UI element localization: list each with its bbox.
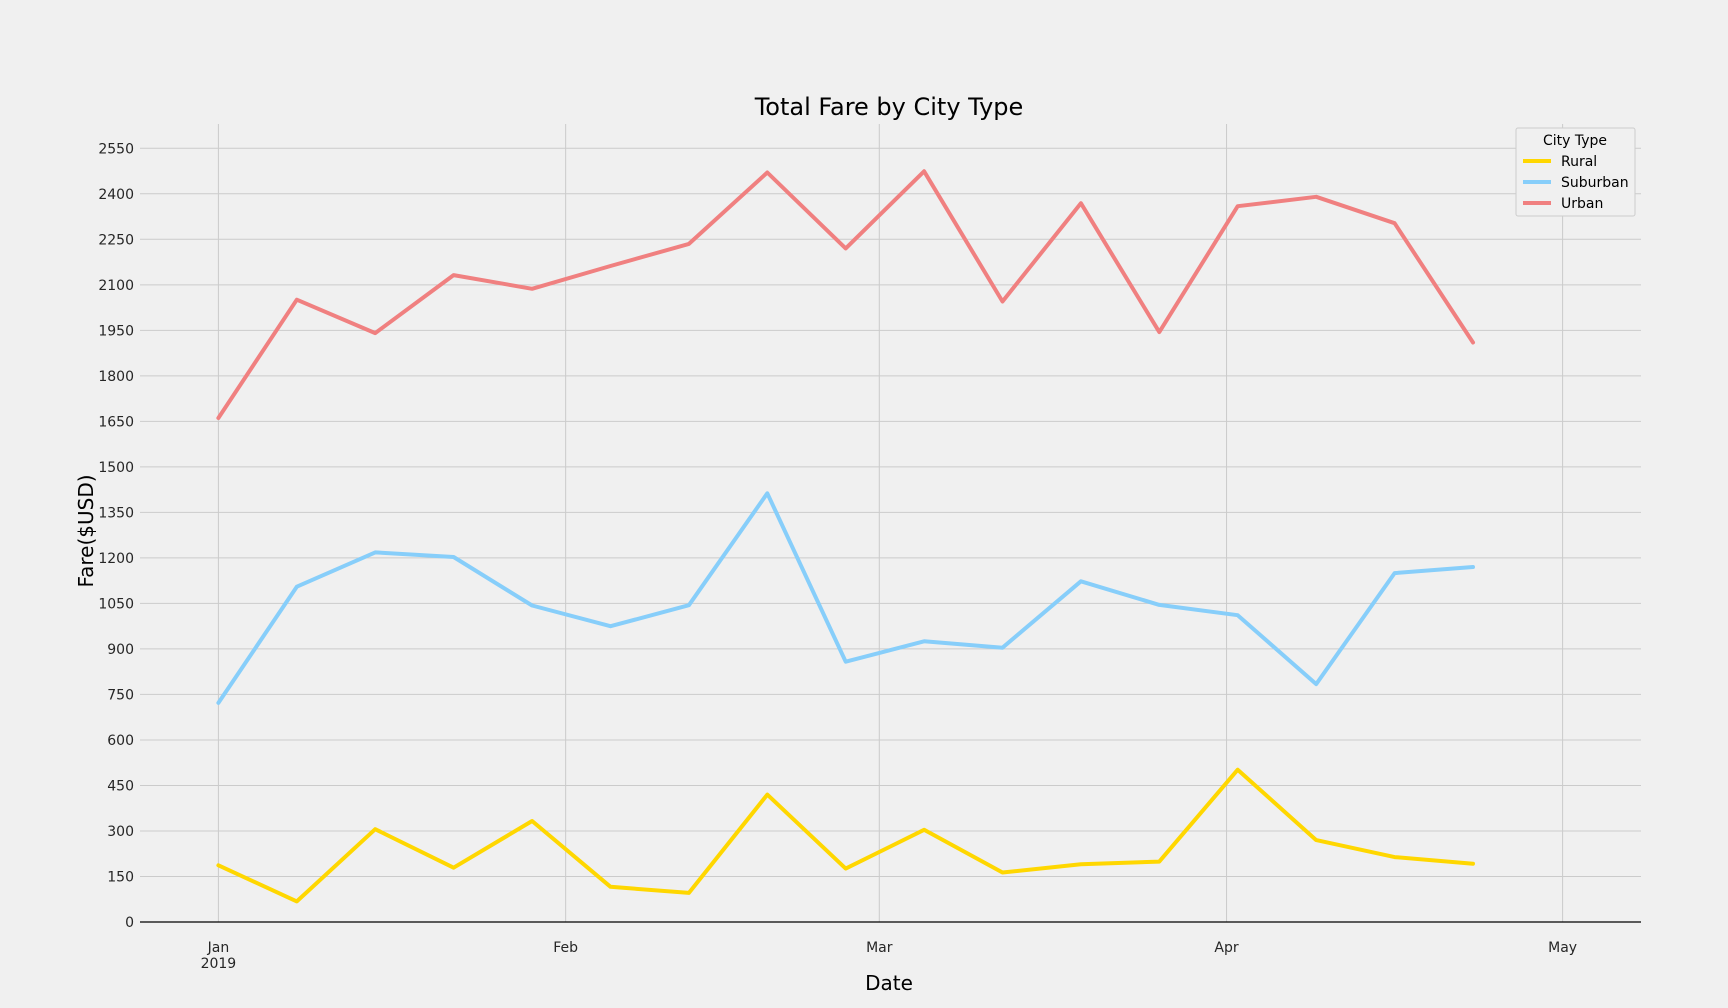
legend-label-rural: Rural <box>1561 154 1597 170</box>
y-tick-label: 1500 <box>98 460 134 476</box>
x-tick-label: Feb <box>553 940 578 956</box>
x-tick-sublabel: 2019 <box>201 956 237 972</box>
y-tick-label: 2400 <box>98 187 134 203</box>
y-tick-label: 1800 <box>98 369 134 385</box>
y-tick-label: 0 <box>125 915 134 931</box>
y-axis: 0 150 300 450 600 750 900 1050 1200 1350 1500 1650 1… <box>98 141 134 931</box>
y-tick-label: 150 <box>107 869 134 885</box>
x-axis-title: Date <box>865 971 913 995</box>
y-axis-title: Fare($USD) <box>74 474 98 587</box>
grid <box>140 124 1641 922</box>
legend-label-urban: Urban <box>1561 196 1603 212</box>
y-tick-label: 1350 <box>98 505 134 521</box>
x-tick-label: May <box>1548 940 1577 956</box>
legend-box <box>1515 127 1636 217</box>
legend-title: City Type <box>1543 133 1607 149</box>
y-tick-label: 2100 <box>98 278 134 294</box>
x-tick-label: Mar <box>866 940 893 956</box>
y-tick-label: 1650 <box>98 414 134 430</box>
y-tick-label: 2250 <box>98 232 134 248</box>
y-tick-label: 900 <box>107 642 134 658</box>
y-tick-label: 300 <box>107 824 134 840</box>
x-tick-label: Jan <box>207 940 230 956</box>
y-tick-label: 450 <box>107 778 134 794</box>
series-line-rural <box>216 767 1475 904</box>
series-lines <box>216 169 1475 904</box>
y-tick-label: 750 <box>107 687 134 703</box>
x-tick-label: Apr <box>1214 940 1238 956</box>
y-tick-label: 1950 <box>98 323 134 339</box>
y-tick-label: 1200 <box>98 551 134 567</box>
legend-label-suburban: Suburban <box>1561 175 1629 191</box>
y-tick-label: 1050 <box>98 596 134 612</box>
legend: City Type Rural Suburban Urban <box>1515 127 1636 217</box>
chart-title: Total Fare by City Type <box>754 93 1024 121</box>
y-tick-label: 600 <box>107 733 134 749</box>
series-line-urban <box>216 169 1475 420</box>
y-tick-label: 2550 <box>98 141 134 157</box>
series-line-suburban <box>216 491 1475 705</box>
